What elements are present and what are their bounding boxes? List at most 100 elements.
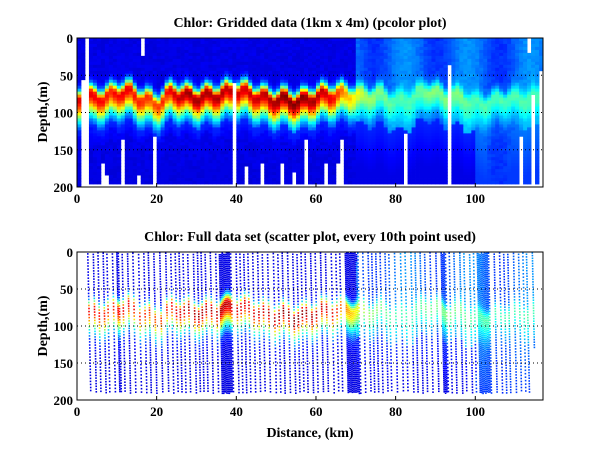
- heatmap-cell: [467, 52, 472, 57]
- heatmap-cell: [391, 64, 397, 69]
- heatmap-cell: [192, 109, 197, 113]
- heatmap-cell: [264, 73, 269, 78]
- heatmap-cell: [92, 133, 98, 137]
- heatmap-cell: [455, 58, 460, 63]
- heatmap-cell: [228, 169, 233, 173]
- heatmap-cell: [439, 94, 444, 98]
- heatmap-cell: [300, 157, 305, 161]
- heatmap-cell: [451, 76, 456, 81]
- heatmap-cell: [499, 106, 504, 110]
- heatmap-cell: [331, 70, 337, 75]
- heatmap-cell: [495, 67, 500, 72]
- heatmap-cell: [467, 70, 472, 75]
- heatmap-cell: [140, 55, 146, 60]
- heatmap-cell: [300, 85, 305, 90]
- heatmap-cell: [144, 109, 150, 113]
- heatmap-cell: [471, 145, 476, 149]
- heatmap-cell: [128, 58, 134, 63]
- heatmap-cell: [77, 142, 82, 146]
- heatmap-cell: [443, 91, 448, 96]
- heatmap-cell: [503, 169, 508, 173]
- heatmap-cell: [144, 166, 150, 170]
- heatmap-cell: [311, 112, 317, 116]
- heatmap-cell: [288, 106, 293, 110]
- heatmap-cell: [268, 130, 273, 134]
- heatmap-cell: [495, 169, 500, 173]
- heatmap-cell: [100, 130, 106, 134]
- heatmap-cell: [184, 112, 189, 116]
- heatmap-cell: [200, 52, 205, 57]
- heatmap-cell: [132, 61, 138, 66]
- heatmap-cell: [335, 106, 341, 110]
- heatmap-cell: [188, 106, 193, 110]
- heatmap-cell: [116, 100, 122, 104]
- heatmap-cell: [359, 58, 365, 63]
- heatmap-cell: [284, 58, 289, 63]
- heatmap-cell: [280, 121, 285, 125]
- heatmap-cell: [319, 166, 325, 170]
- heatmap-cell: [375, 109, 381, 113]
- heatmap-cell: [475, 85, 480, 90]
- heatmap-cell: [411, 82, 416, 87]
- heatmap-cell: [240, 115, 245, 119]
- heatmap-cell: [327, 139, 333, 143]
- heatmap-cell: [311, 160, 317, 164]
- heatmap-cell: [284, 49, 289, 54]
- heatmap-cell: [292, 88, 297, 93]
- heatmap-cell: [208, 115, 213, 119]
- heatmap-cell: [240, 103, 245, 107]
- heatmap-cell: [499, 118, 504, 122]
- heatmap-cell: [200, 61, 205, 66]
- heatmap-cell: [339, 49, 345, 54]
- heatmap-cell: [176, 97, 181, 101]
- heatmap-cell: [351, 181, 357, 185]
- heatmap-cell: [140, 88, 146, 93]
- heatmap-cell: [216, 160, 221, 164]
- heatmap-cell: [327, 148, 333, 152]
- heatmap-cell: [77, 49, 82, 54]
- heatmap-cell: [371, 163, 377, 167]
- heatmap-cell: [451, 40, 456, 45]
- heatmap-cell: [331, 58, 337, 63]
- heatmap-cell: [411, 106, 416, 110]
- heatmap-cell: [435, 61, 440, 66]
- heatmap-cell: [176, 163, 181, 167]
- heatmap-cell: [463, 112, 468, 116]
- heatmap-cell: [300, 52, 305, 57]
- heatmap-cell: [244, 88, 249, 93]
- heatmap-cell: [419, 181, 424, 185]
- heatmap-cell: [355, 43, 361, 48]
- heatmap-cell: [331, 139, 337, 143]
- heatmap-cell: [415, 67, 420, 72]
- heatmap-cell: [475, 112, 480, 116]
- heatmap-cell: [323, 61, 329, 66]
- heatmap-cell: [479, 121, 484, 125]
- heatmap-cell: [92, 106, 98, 110]
- heatmap-cell: [435, 133, 440, 137]
- heatmap-cell: [296, 106, 301, 110]
- heatmap-cell: [375, 70, 381, 75]
- heatmap-cell: [455, 160, 460, 164]
- heatmap-cell: [435, 130, 440, 134]
- heatmap-cell: [192, 82, 197, 87]
- heatmap-cell: [112, 178, 118, 182]
- heatmap-cell: [96, 58, 102, 63]
- heatmap-cell: [284, 115, 289, 119]
- heatmap-cell: [288, 64, 293, 69]
- heatmap-cell: [371, 169, 377, 173]
- heatmap-cell: [399, 178, 404, 182]
- heatmap-cell: [399, 43, 404, 48]
- heatmap-cell: [156, 169, 162, 173]
- heatmap-cell: [439, 106, 444, 110]
- heatmap-cell: [351, 103, 357, 107]
- heatmap-cell: [244, 160, 249, 164]
- heatmap-cell: [100, 157, 106, 161]
- heatmap-cell: [276, 136, 281, 140]
- heatmap-cell: [415, 127, 420, 131]
- heatmap-cell: [156, 70, 162, 75]
- heatmap-cell: [407, 76, 412, 81]
- heatmap-cell: [108, 106, 114, 110]
- heatmap-cell: [168, 142, 173, 146]
- heatmap-cell: [395, 64, 401, 69]
- heatmap-cell: [315, 38, 321, 42]
